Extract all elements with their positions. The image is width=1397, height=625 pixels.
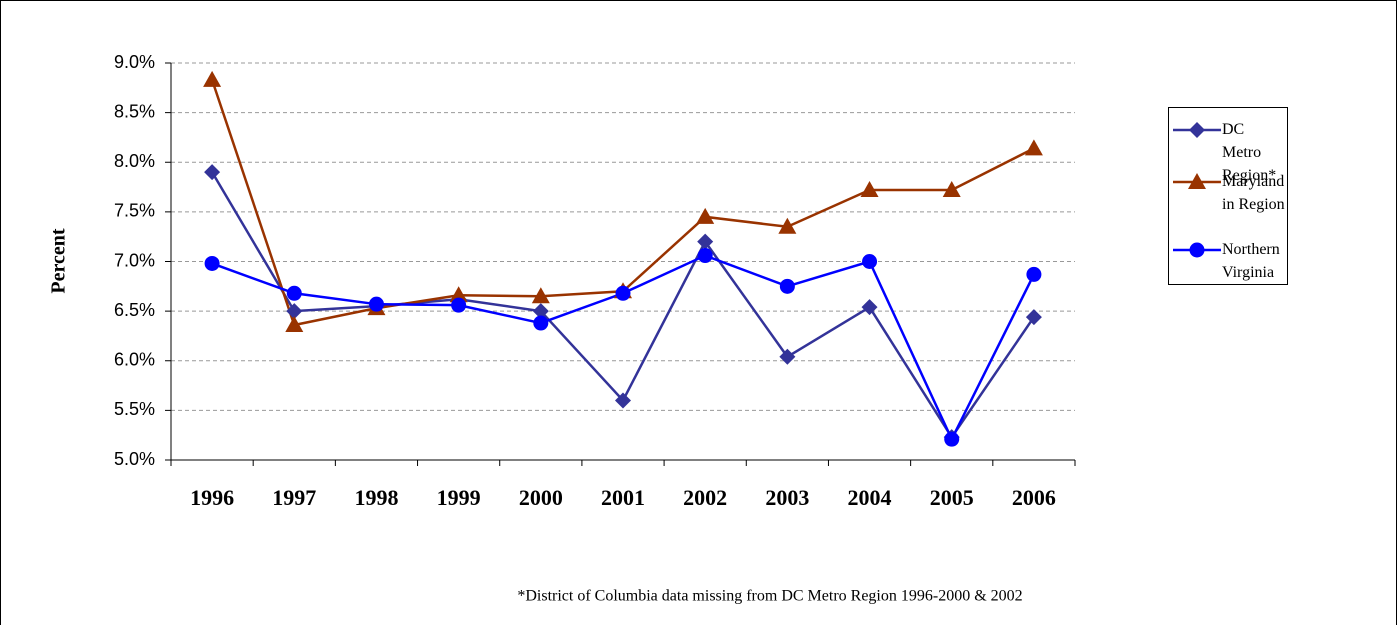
y-tick-label: 8.0%	[114, 151, 155, 171]
x-tick-label: 2006	[1012, 485, 1056, 510]
y-tick-label: 7.5%	[114, 201, 155, 221]
legend-swatch	[1173, 242, 1221, 258]
footnote: *District of Columbia data missing from …	[517, 588, 1022, 605]
marker	[942, 181, 961, 198]
marker	[1026, 266, 1042, 282]
y-tick-label: 6.5%	[114, 300, 155, 320]
marker	[860, 181, 879, 198]
marker	[779, 348, 796, 365]
x-tick-label: 2003	[765, 485, 809, 510]
legend: DC Metro Region* Maryland in Region Northe…	[1168, 107, 1288, 285]
x-tick-label: 1997	[272, 485, 316, 510]
marker	[531, 287, 550, 304]
marker	[1188, 173, 1206, 189]
y-tick-label: 6.0%	[114, 350, 155, 370]
marker	[204, 255, 220, 271]
marker	[1189, 122, 1205, 138]
y-tick-label: 8.5%	[114, 101, 155, 121]
legend-item: Maryland in Region	[1169, 170, 1287, 220]
marker	[615, 392, 631, 409]
x-tick-label: 1999	[437, 485, 481, 510]
x-tick-label: 2000	[519, 485, 563, 510]
marker	[204, 164, 221, 181]
marker	[615, 285, 631, 301]
marker	[449, 286, 468, 303]
marker	[451, 297, 467, 313]
legend-label: DC Metro Region*	[1222, 121, 1277, 184]
marker	[779, 278, 795, 294]
legend-item: Northern Virginia	[1169, 238, 1287, 288]
marker	[778, 217, 797, 234]
marker	[862, 254, 878, 269]
marker	[203, 70, 222, 87]
marker	[861, 299, 878, 316]
x-tick-label: 1996	[190, 485, 234, 510]
legend-item: DC Metro Region*	[1169, 118, 1287, 184]
marker	[286, 285, 302, 301]
legend-label: Maryland in Region	[1222, 173, 1285, 213]
legend-label: Northern Virginia	[1222, 241, 1280, 281]
y-tick-label: 9.0%	[114, 52, 155, 72]
y-tick-label: 7.0%	[114, 250, 155, 270]
x-tick-label: 2002	[683, 485, 727, 510]
marker	[1189, 242, 1205, 258]
marker	[1025, 309, 1042, 326]
y-tick-label: 5.0%	[114, 449, 155, 469]
marker	[696, 207, 715, 224]
marker	[697, 233, 714, 250]
x-tick-label: 1998	[354, 485, 398, 510]
x-tick-label: 2005	[930, 485, 974, 510]
marker	[944, 431, 960, 447]
marker	[532, 303, 549, 320]
x-tick-label: 2004	[848, 485, 892, 510]
marker	[1024, 139, 1043, 156]
x-tick-label: 2001	[601, 485, 645, 510]
marker	[285, 316, 304, 333]
marker	[368, 296, 384, 312]
y-axis-label: Percent	[48, 228, 70, 293]
y-tick-label: 5.5%	[114, 399, 155, 419]
marker	[697, 248, 713, 264]
marker	[286, 303, 303, 320]
marker	[533, 315, 549, 331]
legend-swatch	[1173, 122, 1221, 138]
legend-swatch	[1173, 173, 1221, 189]
